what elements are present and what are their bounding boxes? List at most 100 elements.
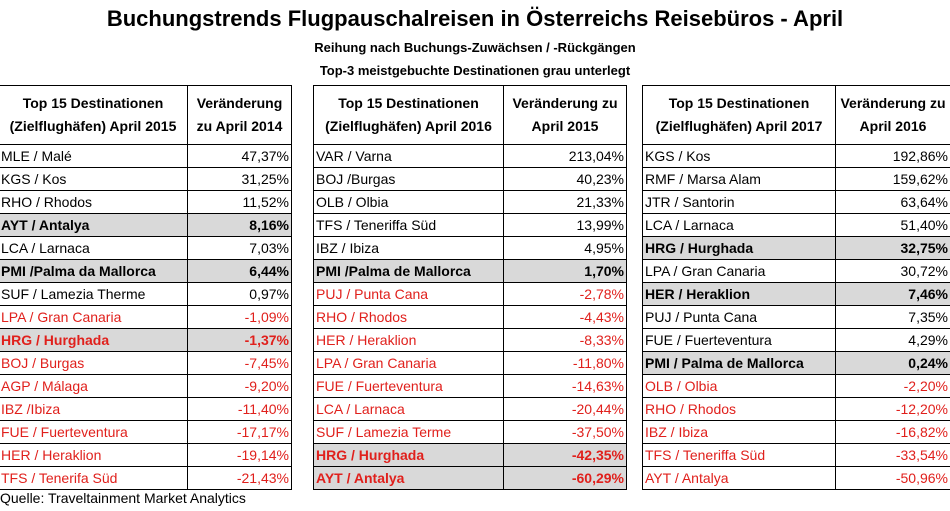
change-cell: -42,35%: [503, 443, 627, 467]
change-cell: -16,82%: [835, 420, 950, 444]
destination-cell: AYT / Antalya: [642, 466, 836, 490]
change-cell: -37,50%: [503, 420, 627, 444]
table-row: AYT / Antalya 8,16%: [0, 213, 292, 237]
destination-cell: TFS / Tenerifa Süd: [0, 466, 188, 490]
destination-cell: OLB / Olbia: [313, 190, 504, 214]
change-cell: 7,46%: [835, 282, 950, 306]
table-row: TFS / Teneriffa Süd 13,99%: [313, 213, 627, 237]
destination-cell: RHO / Rhodos: [642, 397, 836, 421]
table-body: MLE / Malé 47,37% KGS / Kos 31,25% RHO / Rho…: [0, 144, 292, 490]
destination-cell: RHO / Rhodos: [0, 190, 188, 214]
destination-cell: JTR / Santorin: [642, 190, 836, 214]
destination-cell: FUE / Fuerteventura: [642, 328, 836, 352]
table-row: KGS / Kos 31,25%: [0, 167, 292, 191]
table-row: FUE / Fuerteventura 4,29%: [642, 328, 950, 352]
header-destination: Top 15 Destinationen (Zielflughäfen) Apr…: [642, 85, 836, 145]
destination-cell: IBZ /Ibiza: [0, 397, 188, 421]
change-cell: -21,43%: [187, 466, 292, 490]
change-cell: -1,37%: [187, 328, 292, 352]
change-cell: -11,80%: [503, 351, 627, 375]
table-row: PUJ / Punta Cana 7,35%: [642, 305, 950, 329]
destination-cell: MLE / Malé: [0, 144, 188, 168]
change-cell: -33,54%: [835, 443, 950, 467]
destination-cell: LPA / Gran Canaria: [642, 259, 836, 283]
table-row: PMI / Palma de Mallorca 0,24%: [642, 351, 950, 375]
table-row: HRG / Hurghada 32,75%: [642, 236, 950, 260]
table-row: HRG / Hurghada -42,35%: [313, 443, 627, 467]
change-cell: 21,33%: [503, 190, 627, 214]
table-row: BOJ /Burgas 40,23%: [313, 167, 627, 191]
table-row: AYT / Antalya -50,96%: [642, 466, 950, 490]
header-destination: Top 15 Destinationen (Zielflughäfen) Apr…: [313, 85, 504, 145]
destination-cell: VAR / Varna: [313, 144, 504, 168]
table-row: FUE / Fuerteventura -17,17%: [0, 420, 292, 444]
table-row: HER / Heraklion 7,46%: [642, 282, 950, 306]
change-cell: -17,17%: [187, 420, 292, 444]
table-row: SUF / Lamezia Terme -37,50%: [313, 420, 627, 444]
destination-cell: PMI / Palma de Mallorca: [642, 351, 836, 375]
change-cell: 30,72%: [835, 259, 950, 283]
destination-cell: SUF / Lamezia Terme: [313, 420, 504, 444]
change-cell: 7,03%: [187, 236, 292, 260]
table-row: IBZ / Ibiza 4,95%: [313, 236, 627, 260]
table-body: VAR / Varna 213,04% BOJ /Burgas 40,23% OLB /…: [313, 144, 627, 490]
page-title: Buchungstrends Flugpauschalreisen in Öst…: [106, 6, 844, 31]
header-destination: Top 15 Destinationen (Zielflughäfen) Apr…: [0, 85, 188, 145]
table-row: HRG / Hurghada -1,37%: [0, 328, 292, 352]
destination-cell: AYT / Antalya: [313, 466, 504, 490]
table-row: LCA / Larnaca 51,40%: [642, 213, 950, 237]
table-row: TFS / Teneriffa Süd -33,54%: [642, 443, 950, 467]
change-cell: -2,78%: [503, 282, 627, 306]
table-row: LPA / Gran Canaria -1,09%: [0, 305, 292, 329]
table-row: PUJ / Punta Cana -2,78%: [313, 282, 627, 306]
source-note: Quelle: Traveltainment Market Analytics: [0, 490, 246, 506]
destination-cell: BOJ /Burgas: [313, 167, 504, 191]
change-cell: 8,16%: [187, 213, 292, 237]
destination-cell: RHO / Rhodos: [313, 305, 504, 329]
destination-cell: LCA / Larnaca: [0, 236, 188, 260]
table-row: VAR / Varna 213,04%: [313, 144, 627, 168]
destination-cell: IBZ / Ibiza: [313, 236, 504, 260]
change-cell: -1,09%: [187, 305, 292, 329]
table-row: LPA / Gran Canaria 30,72%: [642, 259, 950, 283]
table-row: PMI /Palma de Mallorca 1,70%: [313, 259, 627, 283]
change-cell: 47,37%: [187, 144, 292, 168]
destination-cell: AGP / Málaga: [0, 374, 188, 398]
table-april-2015: Top 15 Destinationen (Zielflughäfen) Apr…: [0, 85, 292, 490]
table-row: AYT / Antalya -60,29%: [313, 466, 627, 490]
change-cell: 51,40%: [835, 213, 950, 237]
change-cell: -9,20%: [187, 374, 292, 398]
table-row: RMF / Marsa Alam 159,62%: [642, 167, 950, 191]
table-row: AGP / Málaga -9,20%: [0, 374, 292, 398]
change-cell: -19,14%: [187, 443, 292, 467]
destination-cell: HRG / Hurghada: [642, 236, 836, 260]
destination-cell: HRG / Hurghada: [0, 328, 188, 352]
destination-cell: TFS / Teneriffa Süd: [642, 443, 836, 467]
destination-cell: KGS / Kos: [642, 144, 836, 168]
change-cell: 213,04%: [503, 144, 627, 168]
destination-cell: LPA / Gran Canaria: [0, 305, 188, 329]
change-cell: 7,35%: [835, 305, 950, 329]
change-cell: 6,44%: [187, 259, 292, 283]
change-cell: 1,70%: [503, 259, 627, 283]
destination-cell: PUJ / Punta Cana: [642, 305, 836, 329]
destination-cell: PMI /Palma da Mallorca: [0, 259, 188, 283]
table-row: IBZ / Ibiza -16,82%: [642, 420, 950, 444]
change-cell: 11,52%: [187, 190, 292, 214]
table-row: PMI /Palma da Mallorca 6,44%: [0, 259, 292, 283]
table-row: JTR / Santorin 63,64%: [642, 190, 950, 214]
table-row: MLE / Malé 47,37%: [0, 144, 292, 168]
change-cell: -14,63%: [503, 374, 627, 398]
destination-cell: AYT / Antalya: [0, 213, 188, 237]
destination-cell: RMF / Marsa Alam: [642, 167, 836, 191]
change-cell: 13,99%: [503, 213, 627, 237]
table-row: HER / Heraklion -8,33%: [313, 328, 627, 352]
change-cell: -2,20%: [835, 374, 950, 398]
destination-cell: HRG / Hurghada: [313, 443, 504, 467]
table-row: FUE / Fuerteventura -14,63%: [313, 374, 627, 398]
change-cell: 192,86%: [835, 144, 950, 168]
table-header-row: Top 15 Destinationen (Zielflughäfen) Apr…: [0, 85, 292, 145]
destination-cell: SUF / Lamezia Therme: [0, 282, 188, 306]
table-row: BOJ / Burgas -7,45%: [0, 351, 292, 375]
destination-cell: HER / Heraklion: [642, 282, 836, 306]
